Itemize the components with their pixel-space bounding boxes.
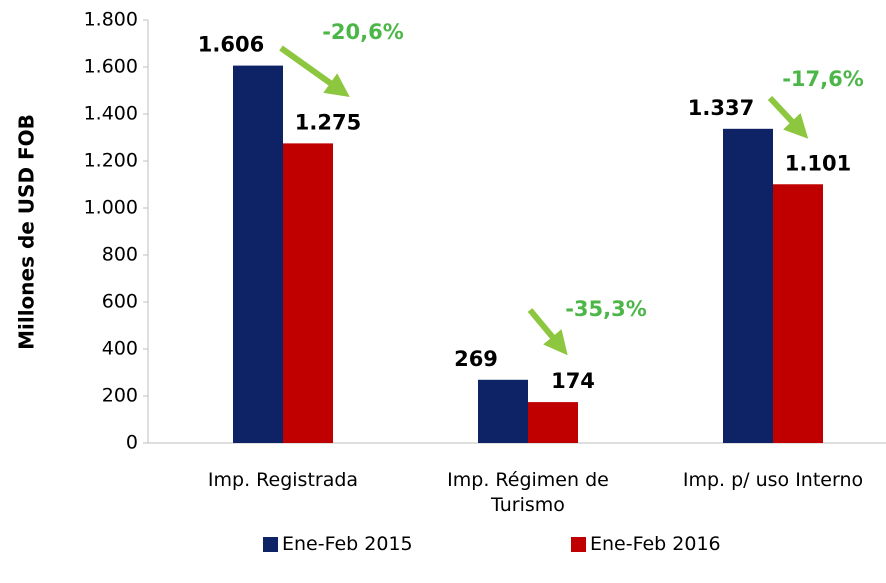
y-axis-label: Millones de USD FOB [15,114,39,350]
x-tick-label: Imp. Registrada [207,469,359,491]
arrow [527,308,568,356]
annotation: -17,6% [782,67,864,91]
bar [478,379,528,443]
y-tick-label: 200 [102,385,138,407]
data-label: 1.275 [295,110,361,134]
y-tick-label: 1.000 [84,197,138,219]
arrows [279,45,809,356]
bar [723,128,773,443]
data-label: 269 [454,347,498,371]
legend-item: Ene-Feb 2016 [571,533,721,555]
legend-label: Ene-Feb 2016 [590,533,721,555]
y-tick-label: 800 [102,244,138,266]
y-tick-label: 1.200 [84,150,138,172]
y-tick-label: 0 [126,432,138,454]
bar [773,184,823,443]
bar [233,65,283,443]
annotation: -35,3% [565,297,647,321]
data-label: 1.337 [688,96,754,120]
y-tick-label: 600 [102,291,138,313]
legend-swatch [263,536,278,552]
y-tick-label: 1.800 [84,9,138,31]
bar [528,402,578,443]
bar [283,143,333,443]
arrow [767,95,809,139]
data-label: 174 [551,369,595,393]
legend-item: Ene-Feb 2015 [263,533,413,555]
y-tick-label: 1.600 [84,56,138,78]
legend-swatch [571,536,586,552]
arrow [279,45,350,97]
annotation: -20,6% [322,20,404,44]
y-tick-label: 400 [102,338,138,360]
legend-label: Ene-Feb 2015 [282,533,413,555]
x-tick-label: Imp. p/ uso Interno [682,469,864,491]
data-label: 1.101 [785,151,851,175]
y-tick-label: 1.400 [84,103,138,125]
data-label: 1.606 [198,33,264,57]
x-tick-label: Imp. Régimen de Turismo [447,469,609,516]
